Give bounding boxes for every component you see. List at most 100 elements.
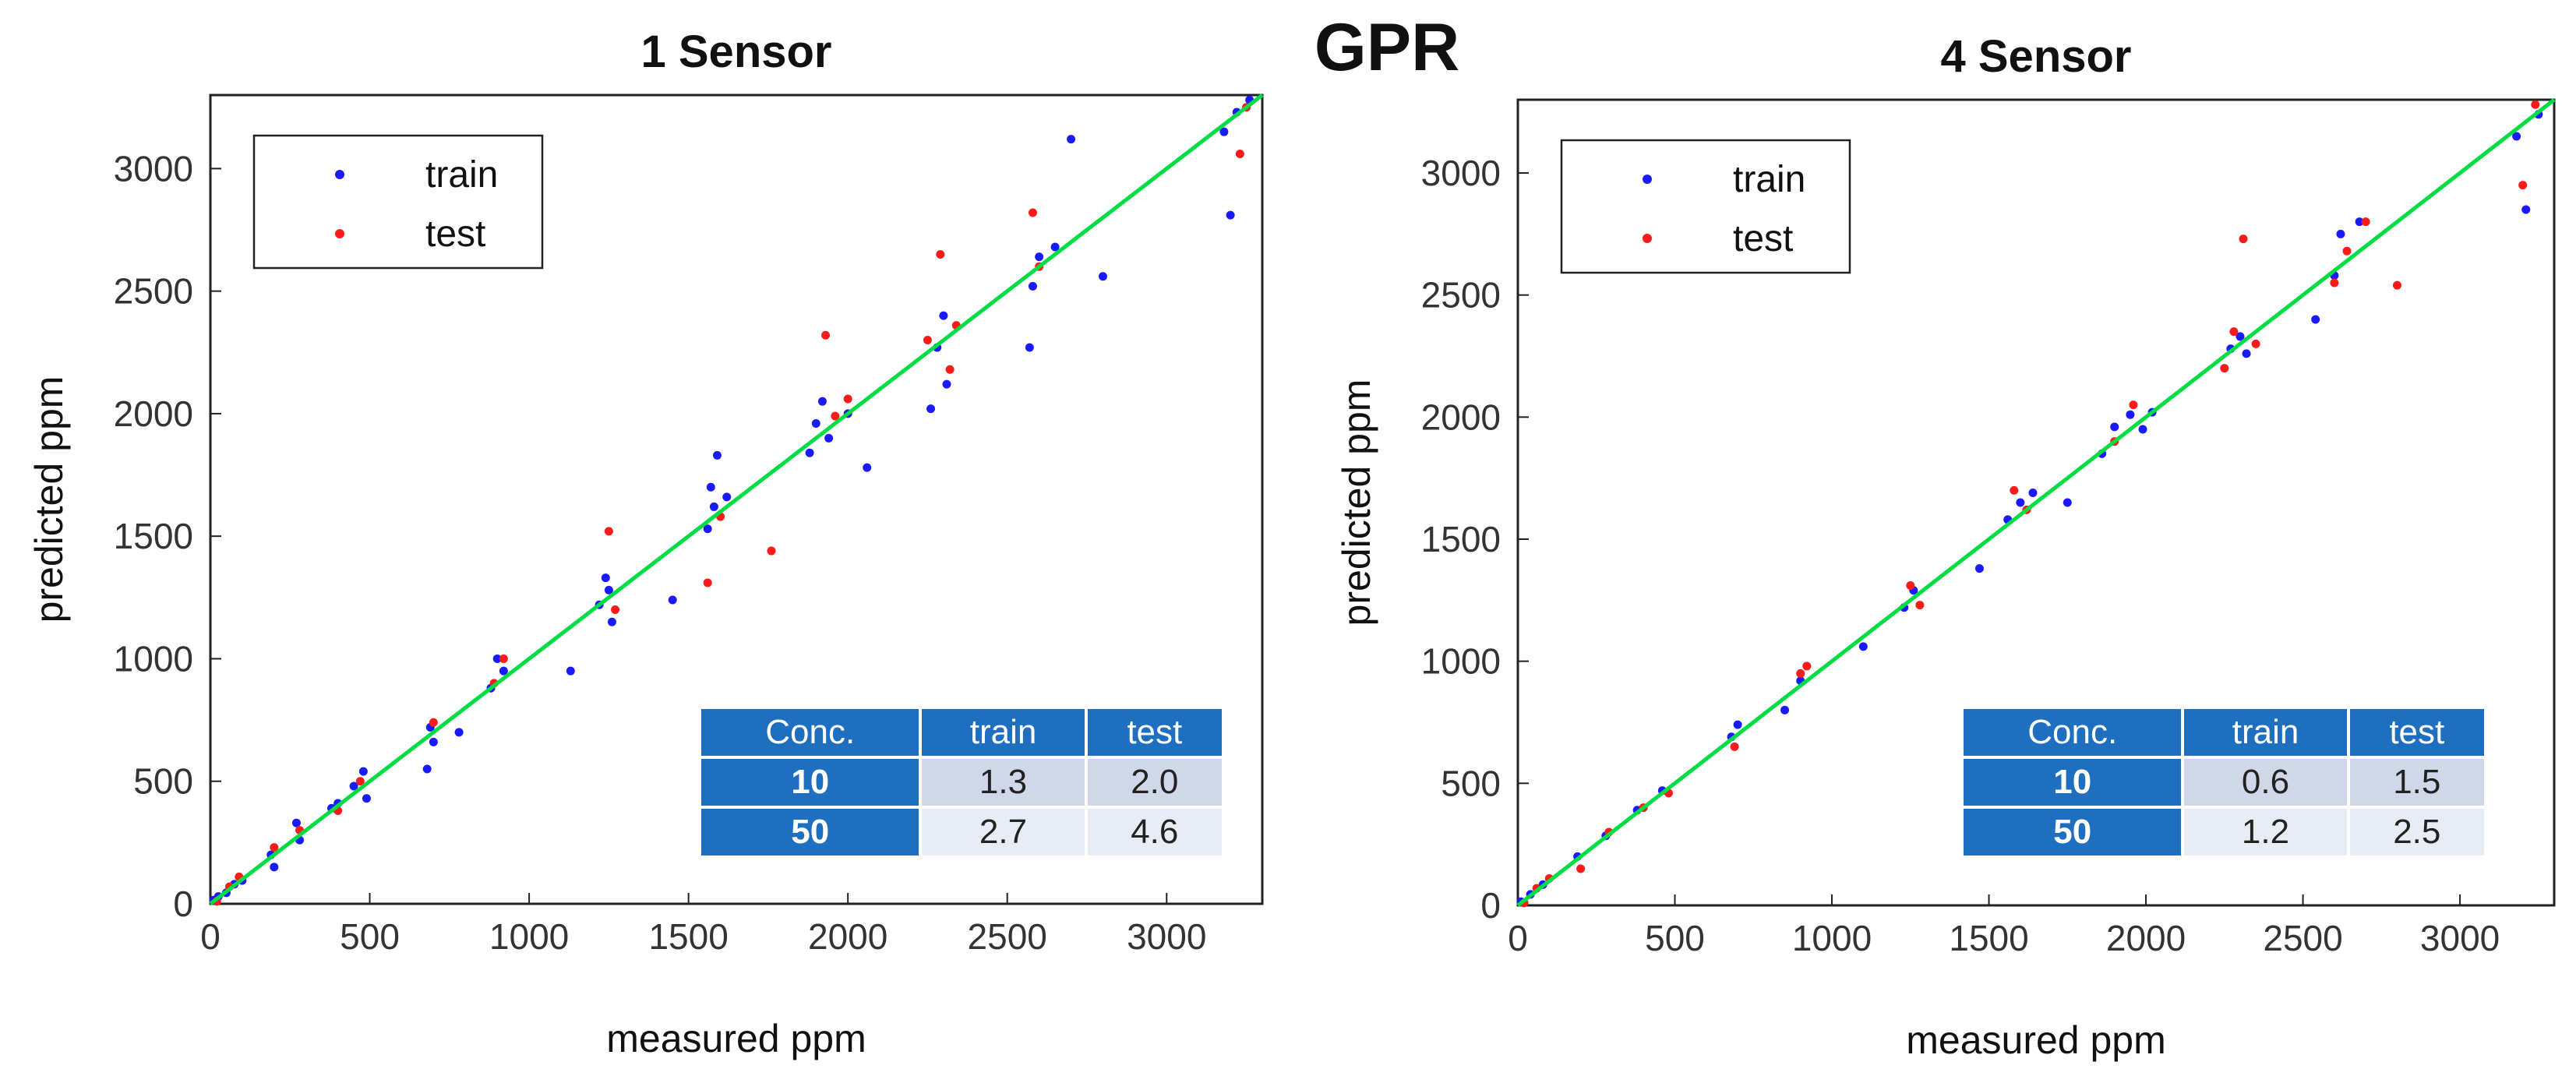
chart-1-point-train <box>805 448 814 457</box>
chart-2-x-axis-label: measured ppm <box>1906 1018 2166 1062</box>
table-header-row: Conc. train test <box>1964 709 2484 756</box>
chart-2-point-train <box>2521 205 2531 214</box>
chart-2-point-test <box>1802 661 1812 671</box>
chart-1-point-test <box>499 654 508 663</box>
chart-1-y-axis-label: predicted ppm <box>27 376 71 623</box>
chart-1-point-test <box>767 546 776 556</box>
chart-2-point-test <box>2330 278 2339 288</box>
chart-1-y-tick-label: 2500 <box>114 271 193 312</box>
chart-1-point-train <box>601 573 610 583</box>
chart-1-point-train <box>1067 135 1076 144</box>
table-header-test: test <box>1087 709 1222 756</box>
chart-2-fit-line <box>1516 98 2556 907</box>
chart-1-point-train <box>604 585 613 594</box>
chart-1-y-tick-label: 1500 <box>114 516 193 556</box>
chart-2-x-tick-label: 0 <box>1508 918 1528 958</box>
chart-2-point-test <box>2342 246 2352 256</box>
chart-1-x-tick-label: 0 <box>200 916 221 957</box>
chart-1-point-train <box>863 463 872 472</box>
chart-1-point-train <box>454 728 464 737</box>
chart-1-point-train <box>824 433 834 443</box>
chart-2-point-test <box>1576 864 1586 873</box>
chart-1-point-test <box>1235 149 1244 158</box>
chart-1-point-test <box>270 843 279 852</box>
chart-1-point-train <box>358 767 368 776</box>
chart-1-y-tick-label: 2000 <box>114 393 193 434</box>
chart-2-point-test <box>2392 280 2401 290</box>
chart-1-point-train <box>1050 242 1060 252</box>
chart-1-point-test <box>429 718 438 727</box>
chart-2-point-train <box>2110 422 2119 432</box>
chart-2-x-tick-label: 1000 <box>1792 918 1872 958</box>
chart-1-point-test <box>843 394 852 404</box>
chart-1-x-tick-label: 1000 <box>489 916 569 957</box>
chart-2-point-train <box>1974 564 1984 573</box>
chart-1-title: 1 Sensor <box>641 26 832 77</box>
chart-1-y-tick-label: 3000 <box>114 148 193 189</box>
chart-1-point-test <box>604 527 613 536</box>
table-cell-test: 1.5 <box>2349 759 2484 806</box>
table-cell-conc: 50 <box>1964 809 2182 855</box>
chart-1-y-tick-label: 500 <box>133 761 193 802</box>
chart-2-point-test <box>2251 339 2260 348</box>
chart-1-point-test <box>611 605 620 615</box>
chart-1-point-test <box>831 411 840 421</box>
chart-2-x-tick-label: 3000 <box>2420 918 2500 958</box>
chart-1-point-train <box>926 404 936 414</box>
table-header-train: train <box>2184 709 2347 756</box>
chart-2-point-test <box>2361 217 2370 227</box>
chart-1-y-tick-label: 0 <box>173 884 193 924</box>
chart-2-point-train <box>2063 498 2072 507</box>
chart-2-legend-label-train: train <box>1733 159 1805 200</box>
chart-1-legend-label-train: train <box>425 154 498 196</box>
chart-1-point-test <box>923 336 932 345</box>
chart-1-point-train <box>1035 252 1044 262</box>
chart-2-legend-marker-test <box>1643 234 1652 243</box>
chart-2-point-train <box>2138 425 2147 434</box>
chart-2-point-test <box>1730 742 1739 751</box>
stats-table-1-sensor: Conc. train test 10 1.3 2.0 50 2.7 4.6 <box>698 706 1225 859</box>
chart-2-point-train <box>2242 349 2251 358</box>
chart-2-x-tick-label: 500 <box>1645 918 1705 958</box>
chart-1-point-train <box>291 818 301 827</box>
chart-1-x-tick-label: 3000 <box>1127 916 1206 957</box>
table-header-conc: Conc. <box>1964 709 2182 756</box>
chart-1-legend-marker-train <box>335 170 344 179</box>
chart-1-point-train <box>709 502 718 511</box>
table-row: 50 2.7 4.6 <box>701 809 1222 855</box>
table-row: 10 1.3 2.0 <box>701 759 1222 806</box>
chart-1-point-train <box>492 654 502 663</box>
chart-1-point-train <box>429 737 438 746</box>
chart-2-point-test <box>2129 400 2138 410</box>
chart-1-point-train <box>422 764 432 774</box>
table-cell-test: 2.5 <box>2349 809 2484 855</box>
chart-2-point-train <box>1858 642 1868 651</box>
chart-2-point-test <box>2239 235 2248 244</box>
chart-2-y-tick-label: 500 <box>1441 763 1501 803</box>
table-row: 10 0.6 1.5 <box>1964 759 2484 806</box>
chart-2-point-train <box>1780 705 1790 714</box>
chart-2-point-train <box>2126 410 2135 419</box>
chart-1-point-train <box>811 418 820 428</box>
chart-1-point-test <box>945 365 955 374</box>
chart-2-point-test <box>1915 601 1925 610</box>
chart-1-point-test <box>821 330 831 340</box>
chart-1-point-train <box>703 524 712 534</box>
chart-1-x-tick-label: 2500 <box>968 916 1047 957</box>
chart-1-point-train <box>1098 272 1107 281</box>
chart-1-point-test <box>355 777 365 786</box>
chart-1-point-test <box>703 578 712 587</box>
chart-1-point-train <box>1025 343 1034 352</box>
chart-1-point-train <box>942 379 951 389</box>
chart-2-x-tick-label: 1500 <box>1949 918 2028 958</box>
chart-1-x-tick-label: 2000 <box>808 916 887 957</box>
chart-2-x-tick-label: 2000 <box>2106 918 2186 958</box>
chart-2-point-train <box>2355 217 2364 227</box>
chart-1-point-train <box>1226 210 1235 220</box>
chart-1-point-train <box>362 794 371 803</box>
chart-1-point-train <box>1219 127 1229 136</box>
chart-2-y-axis-label: predicted ppm <box>1335 379 1378 626</box>
chart-1-point-train <box>817 397 827 406</box>
chart-1-legend-box <box>252 134 544 270</box>
chart-1-point-test <box>936 249 945 259</box>
